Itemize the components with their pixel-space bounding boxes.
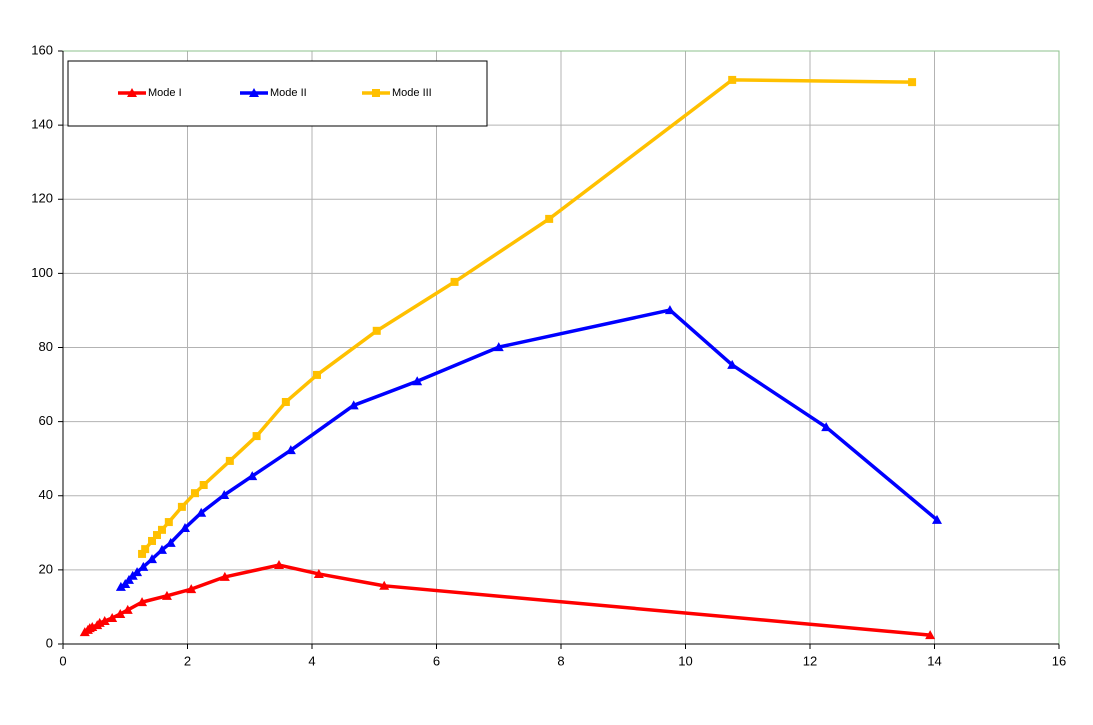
y-tick-label: 0 [46,635,53,650]
x-tick-label: 8 [557,653,564,668]
marker [122,604,133,614]
marker [141,545,150,554]
marker [190,489,199,498]
marker [348,400,359,410]
marker [925,630,936,640]
marker [450,277,459,286]
marker [274,560,285,570]
marker [107,613,118,623]
marker [147,554,158,564]
marker [177,502,186,511]
marker [412,376,423,386]
marker [138,561,149,571]
series-line [83,563,931,637]
marker [186,584,197,594]
x-tick-label: 10 [678,653,692,668]
marker [372,89,380,97]
marker [379,580,390,590]
marker [252,432,261,441]
marker [225,456,234,465]
marker [132,567,143,577]
marker [137,597,148,607]
y-tick-label: 140 [31,117,53,132]
series-line [140,78,913,555]
x-tick-label: 12 [803,653,817,668]
marker [247,471,258,481]
marker [164,518,173,527]
y-tick-label: 100 [31,265,53,280]
marker [664,305,675,315]
marker [219,571,230,581]
marker [156,544,167,554]
marker [545,214,554,223]
marker [313,568,324,578]
marker [728,75,737,84]
marker [908,78,917,87]
marker [152,531,161,540]
marker [165,537,176,547]
marker [157,525,166,534]
marker [115,608,126,618]
marker [148,536,157,545]
x-tick-label: 0 [59,653,66,668]
marker [219,490,230,500]
legend: Mode I Mode II Mode III [67,60,488,127]
marker [115,581,126,591]
marker [199,481,208,490]
y-tick-label: 20 [39,561,53,576]
marker [285,445,296,455]
legend-label: Mode I [148,87,182,99]
y-tick-label: 60 [39,413,53,428]
marker [196,507,207,517]
marker [138,549,147,558]
marker [931,514,942,524]
y-tick-label: 80 [39,339,53,354]
x-tick-label: 4 [308,653,315,668]
marker [180,522,191,532]
marker [99,616,110,626]
x-tick-label: 2 [184,653,191,668]
y-tick-label: 160 [31,42,53,57]
marker [161,590,172,600]
marker [127,88,137,97]
marker [281,397,290,406]
x-tick-label: 6 [433,653,440,668]
marker [727,359,738,369]
x-tick-label: 16 [1052,653,1066,668]
y-tick-label: 40 [39,487,53,502]
marker [312,370,321,379]
marker [249,88,259,97]
x-tick-label: 14 [927,653,941,668]
legend-label: Mode III [392,87,432,99]
marker [372,326,381,335]
marker [493,342,504,352]
legend-label: Mode II [270,87,307,99]
y-tick-label: 120 [31,191,53,206]
marker [821,422,832,432]
